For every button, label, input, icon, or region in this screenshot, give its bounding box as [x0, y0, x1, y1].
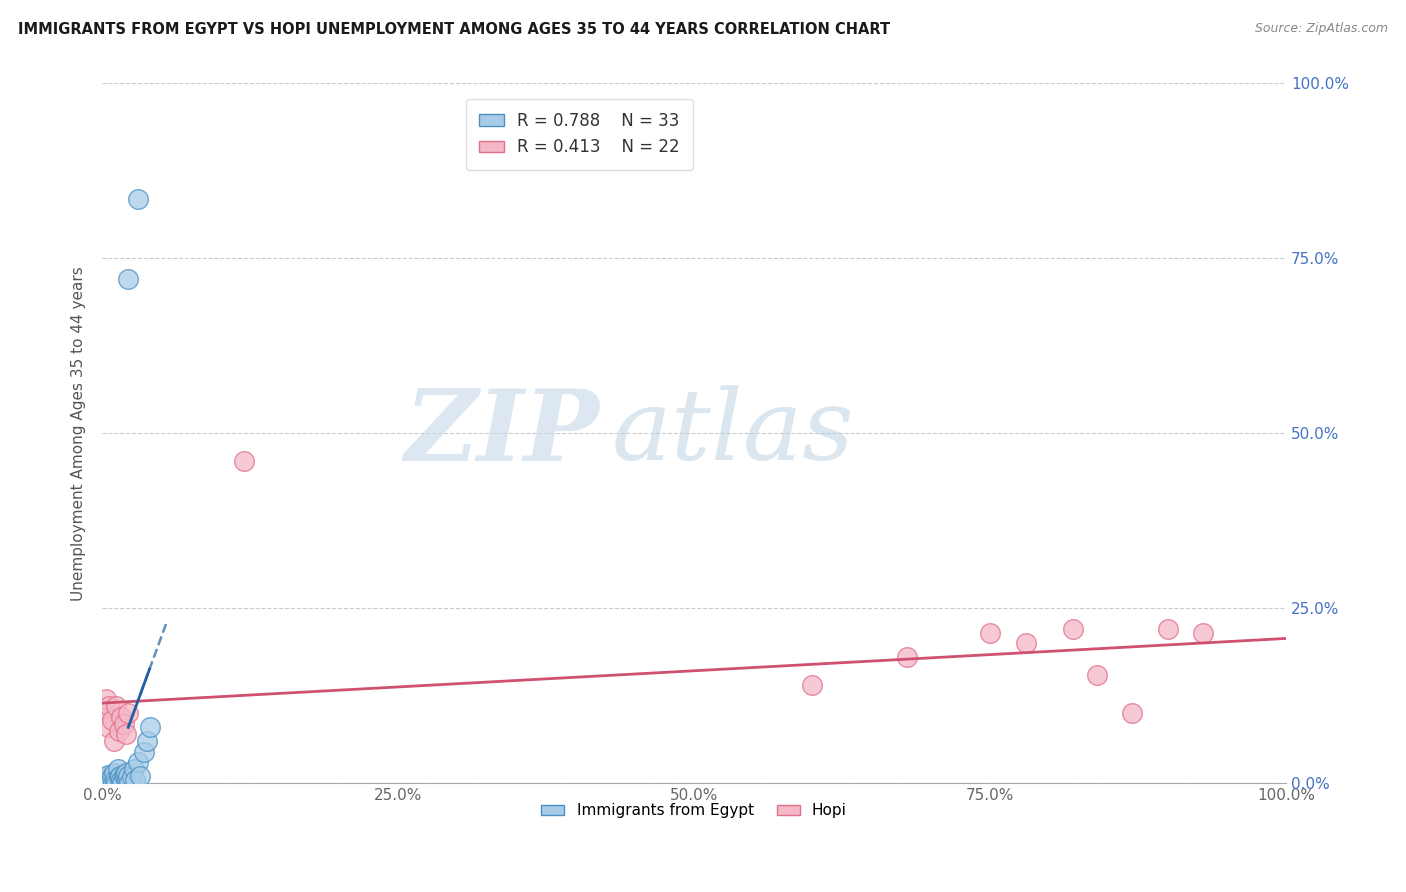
Point: [896, 650, 918, 665]
Point: [127, 192, 149, 206]
Point: [1014, 636, 1036, 650]
Legend: Immigrants from Egypt, Hopi: Immigrants from Egypt, Hopi: [536, 797, 853, 824]
Point: [103, 734, 125, 748]
Point: [93, 776, 115, 790]
Point: [115, 765, 138, 780]
Point: [114, 771, 136, 785]
Point: [115, 772, 138, 787]
Y-axis label: Unemployment Among Ages 35 to 44 years: Unemployment Among Ages 35 to 44 years: [72, 266, 86, 600]
Point: [112, 716, 135, 731]
Point: [136, 734, 159, 748]
Point: [107, 723, 129, 738]
Point: [1121, 706, 1143, 720]
Point: [132, 745, 155, 759]
Point: [127, 755, 149, 769]
Point: [1192, 625, 1215, 640]
Text: IMMIGRANTS FROM EGYPT VS HOPI UNEMPLOYMENT AMONG AGES 35 TO 44 YEARS CORRELATION: IMMIGRANTS FROM EGYPT VS HOPI UNEMPLOYME…: [18, 22, 890, 37]
Point: [101, 776, 124, 790]
Point: [100, 713, 122, 727]
Point: [110, 772, 132, 787]
Point: [98, 776, 121, 790]
Point: [1156, 622, 1178, 636]
Point: [115, 727, 138, 741]
Point: [112, 767, 135, 781]
Point: [103, 765, 125, 780]
Point: [104, 772, 127, 787]
Point: [94, 771, 117, 785]
Point: [117, 706, 139, 720]
Point: [108, 769, 131, 783]
Point: [122, 762, 145, 776]
Point: [111, 776, 134, 790]
Text: Source: ZipAtlas.com: Source: ZipAtlas.com: [1254, 22, 1388, 36]
Point: [129, 769, 152, 783]
Point: [801, 678, 824, 692]
Point: [110, 709, 132, 723]
Point: [107, 771, 129, 785]
Point: [100, 772, 122, 787]
Point: [97, 767, 120, 781]
Point: [93, 772, 115, 787]
Point: [94, 692, 117, 706]
Point: [124, 772, 146, 787]
Point: [117, 272, 139, 286]
Point: [93, 706, 115, 720]
Point: [97, 720, 120, 734]
Point: [107, 762, 129, 776]
Point: [1085, 667, 1108, 681]
Point: [105, 776, 128, 790]
Text: atlas: atlas: [612, 385, 853, 481]
Point: [1062, 622, 1084, 636]
Point: [96, 776, 118, 790]
Point: [98, 699, 121, 714]
Point: [979, 625, 1001, 640]
Point: [100, 769, 122, 783]
Point: [233, 454, 256, 468]
Text: ZIP: ZIP: [405, 385, 599, 482]
Point: [118, 776, 141, 790]
Point: [138, 720, 160, 734]
Point: [105, 699, 128, 714]
Point: [117, 769, 139, 783]
Point: [121, 771, 143, 785]
